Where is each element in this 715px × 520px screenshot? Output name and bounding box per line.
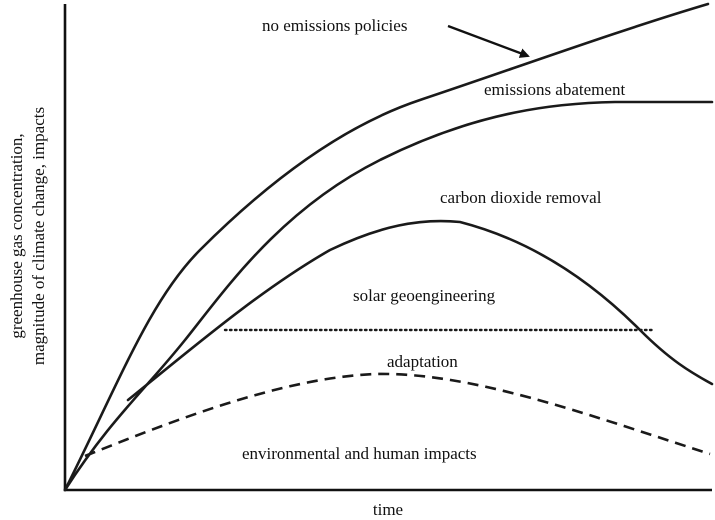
environmental-and-human-impacts-label: environmental and human impacts [242,444,477,463]
solar-geoengineering-label: solar geoengineering [353,286,496,305]
emissions-abatement-curve [63,100,714,492]
x-axis-label: time [373,500,403,519]
emissions-abatement-label: emissions abatement [484,80,625,99]
carbon-dioxide-removal-curve [126,219,714,402]
y-axis-label-line1: greenhouse gas concentration, [7,133,26,338]
carbon-dioxide-removal-label: carbon dioxide removal [440,188,602,207]
adaptation-label: adaptation [387,352,458,371]
adaptation-curve [84,372,711,458]
y-axis-label-line2: magnitude of climate change, impacts [29,107,48,365]
no-emissions-policies-curve [63,2,710,492]
pointer-arrow [447,24,530,58]
y-axis-label: greenhouse gas concentration, magnitude … [7,107,48,365]
no-emissions-policies-label: no emissions policies [262,16,407,35]
